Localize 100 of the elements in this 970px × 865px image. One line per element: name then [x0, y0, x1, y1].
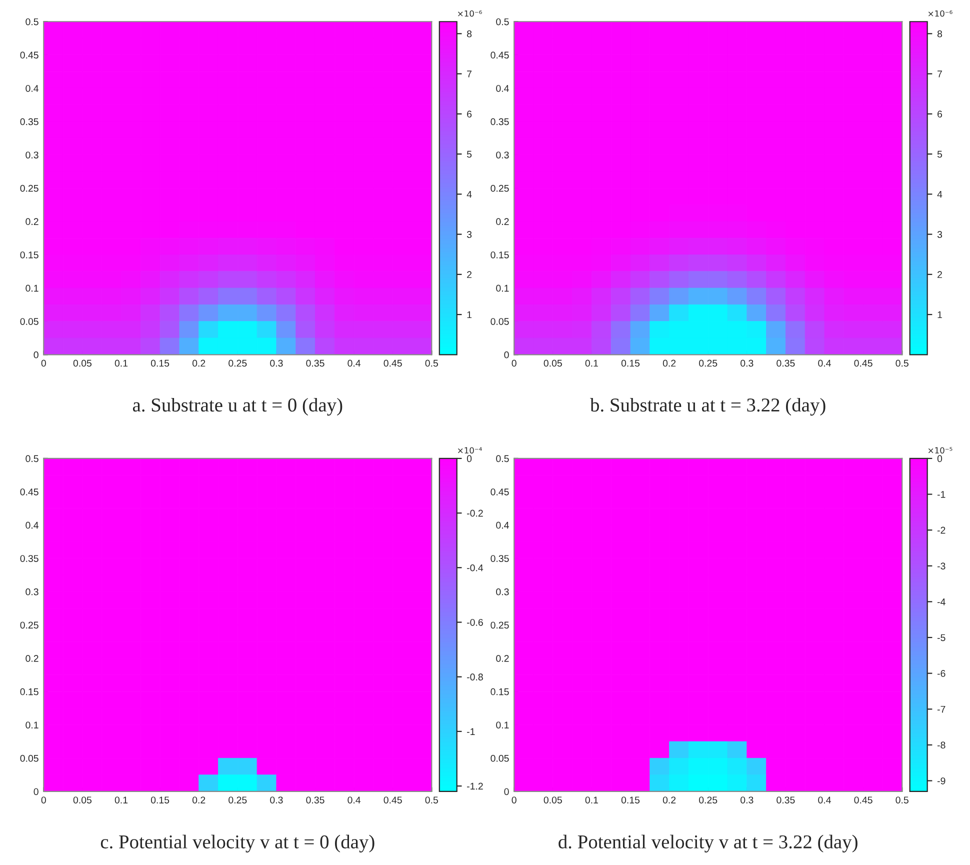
- color-bar-label: 7: [938, 70, 942, 78]
- x-tick-label: 0.05: [544, 360, 562, 367]
- color-bar-label: 3: [937, 231, 942, 238]
- color-bar-label: 2: [467, 271, 472, 278]
- color-bar-label: 0: [937, 455, 942, 462]
- y-tick-label: 0.5: [26, 18, 38, 26]
- x-tick-label: 0.2: [662, 796, 676, 804]
- color-bar-label: -6: [937, 670, 946, 677]
- x-tick-label: 0.4: [348, 796, 361, 804]
- y-tick-label: 0.5: [496, 18, 509, 26]
- color-bar-label: -0.2: [467, 510, 483, 517]
- x-tick-label: 0.05: [73, 796, 92, 804]
- y-tick-label: 0.05: [490, 754, 509, 762]
- x-tick-label: 0.1: [585, 796, 598, 804]
- color-bar-label: -0.8: [467, 674, 483, 680]
- x-tick-label: 0: [512, 360, 516, 367]
- y-tick-label: 0.4: [26, 522, 39, 529]
- y-tick-label: 0.05: [490, 318, 509, 325]
- y-tick-label: 0.05: [20, 754, 38, 762]
- y-tick-label: 0.25: [20, 622, 38, 629]
- x-tick-label: 0.25: [228, 796, 247, 804]
- x-tick-label: 0.25: [699, 796, 718, 804]
- y-tick-label: 0.1: [496, 284, 509, 292]
- color-bar-label: 5: [937, 150, 942, 158]
- color-bar-title: ×10⁻⁴: [458, 447, 482, 454]
- x-tick-label: 0.3: [740, 796, 754, 804]
- text: a. Substrate u at t = 0 (day): [132, 398, 342, 416]
- x-tick-label: 0.2: [662, 360, 676, 367]
- color-bar-label: 1: [938, 311, 942, 318]
- y-tick-label: 0.15: [490, 688, 509, 696]
- y-tick-label: 0.4: [496, 522, 509, 529]
- color-bar-label: -2: [937, 526, 946, 534]
- y-tick-label: 0.2: [26, 655, 38, 662]
- x-tick-label: 0: [41, 360, 46, 367]
- color-bar-label: 8: [467, 30, 472, 38]
- x-tick-label: 0.5: [896, 796, 908, 804]
- x-tick-label: 0.35: [306, 796, 324, 804]
- color-bar-label: 3: [466, 231, 472, 238]
- x-tick-label: 0.15: [621, 360, 640, 367]
- x-tick-label: 0.3: [270, 796, 283, 804]
- x-tick-label: 0.4: [818, 360, 831, 367]
- y-tick-label: 0.25: [20, 184, 38, 192]
- color-bar-label: -0.6: [467, 618, 483, 626]
- y-tick-label: 0.4: [26, 84, 39, 92]
- x-tick-label: 0.3: [740, 360, 754, 367]
- color-bar-label: -7: [937, 706, 946, 713]
- x-tick-label: 0.3: [270, 360, 283, 367]
- x-tick-label: 0.45: [384, 796, 402, 804]
- color-bar-label: 4: [466, 190, 472, 198]
- x-tick-label: 0.1: [114, 796, 128, 804]
- color-bar-label: -1: [937, 491, 946, 498]
- y-tick-label: 0.45: [490, 488, 509, 496]
- x-tick-label: 0.4: [348, 360, 361, 367]
- y-tick-label: 0.35: [490, 555, 509, 562]
- x-tick-label: 0.5: [425, 796, 438, 804]
- color-bar-label: 6: [467, 110, 472, 118]
- color-bar-label: -9: [937, 777, 946, 784]
- x-tick-label: 0.45: [384, 360, 402, 367]
- y-tick-label: 0.1: [496, 722, 509, 728]
- text: d. Potential velocity v at t = 3.22 (day): [558, 834, 858, 852]
- y-tick-label: 0.35: [20, 118, 38, 126]
- x-tick-label: 0.5: [896, 360, 908, 367]
- color-bar-label: 2: [938, 271, 942, 278]
- x-tick-label: 0.25: [699, 360, 718, 367]
- y-tick-label: 0.35: [490, 118, 509, 126]
- y-tick-label: 0.1: [26, 722, 38, 728]
- x-tick-label: 0.5: [425, 360, 438, 367]
- color-bar-label: -0.4: [467, 564, 484, 572]
- x-tick-label: 0.35: [306, 360, 324, 367]
- y-tick-label: 0.15: [490, 251, 509, 258]
- text: c. Potential velocity v at t = 0 (day): [100, 834, 374, 852]
- y-tick-label: 0: [504, 788, 509, 796]
- color-bar-title: ×10⁻⁵: [928, 447, 952, 454]
- color-bar-label: -1: [467, 728, 475, 735]
- color-bar-label: 7: [467, 70, 472, 78]
- color-bar-label: -3: [937, 562, 946, 570]
- y-tick-label: 0.15: [20, 688, 38, 696]
- x-tick-label: 0: [41, 796, 46, 804]
- y-tick-label: 0.25: [490, 622, 509, 629]
- y-tick-label: 0.45: [490, 52, 509, 59]
- x-tick-label: 0.05: [544, 796, 562, 804]
- x-tick-label: 0.35: [776, 360, 795, 367]
- x-tick-label: 0: [512, 796, 516, 804]
- color-bar-label: -4: [937, 598, 946, 606]
- y-tick-label: 0: [34, 788, 38, 796]
- y-tick-label: 0.35: [20, 555, 38, 562]
- y-tick-label: 0.3: [26, 152, 38, 158]
- x-tick-label: 0.25: [228, 360, 247, 367]
- color-bar-label: 1: [467, 311, 472, 318]
- x-tick-label: 0.1: [114, 360, 128, 367]
- color-bar-label: 0: [466, 455, 472, 462]
- color-bar-label: 5: [466, 150, 472, 158]
- y-tick-label: 0.5: [496, 455, 509, 462]
- x-tick-label: 0.45: [854, 360, 872, 367]
- x-tick-label: 0.2: [192, 360, 206, 367]
- y-tick-label: 0.5: [26, 455, 38, 462]
- y-tick-label: 0.1: [26, 284, 38, 292]
- x-tick-label: 0.15: [150, 796, 170, 804]
- y-tick-label: 0.4: [496, 84, 509, 92]
- x-tick-label: 0.15: [621, 796, 640, 804]
